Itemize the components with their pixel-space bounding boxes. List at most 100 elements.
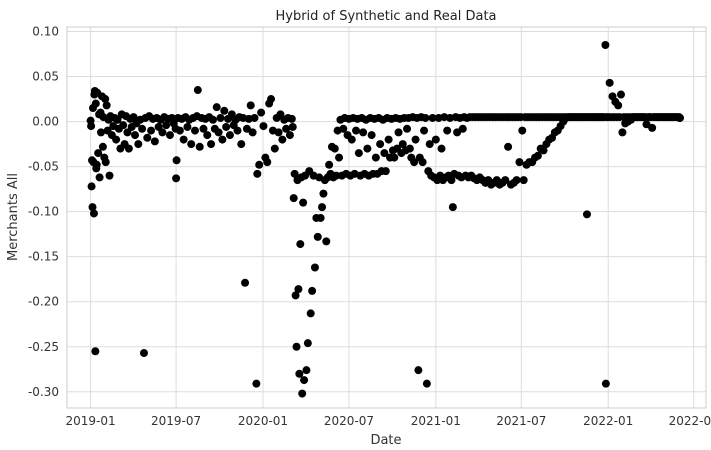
y-tick-label: -0.05 (28, 160, 59, 174)
data-point (250, 113, 259, 122)
data-point (601, 379, 610, 388)
plot-area-frame (66, 26, 707, 409)
data-point (87, 122, 96, 131)
x-tick-label: 2022-07 (669, 414, 711, 428)
data-point (363, 144, 372, 153)
data-point (91, 99, 100, 108)
data-point (139, 349, 148, 358)
data-point (291, 291, 300, 300)
data-point (394, 128, 403, 137)
x-tick-label: 2021-01 (411, 414, 461, 428)
data-point (195, 142, 204, 151)
data-point (143, 133, 152, 142)
x-axis-tick-labels: 2019-01 2019-07 2020-01 2020-07 2021-01 2021-… (66, 414, 711, 428)
data-point (252, 379, 261, 388)
data-point (390, 153, 399, 162)
data-point (199, 124, 208, 133)
data-point (298, 389, 307, 398)
data-point (306, 309, 315, 318)
data-point (218, 135, 227, 144)
data-point (225, 131, 234, 140)
data-point (403, 124, 412, 133)
data-point (214, 128, 223, 137)
data-point (332, 171, 341, 180)
data-point (410, 158, 419, 167)
data-point (97, 128, 105, 137)
data-point (367, 131, 376, 140)
data-point (123, 128, 132, 137)
y-tick-label: -0.25 (28, 340, 59, 354)
data-point (308, 286, 317, 295)
data-point (458, 124, 467, 133)
data-point (285, 131, 294, 140)
data-point (299, 198, 308, 207)
data-point (319, 189, 328, 198)
data-point (302, 366, 311, 375)
data-point (437, 144, 446, 153)
data-point (150, 137, 159, 146)
data-point (172, 174, 181, 183)
data-point (405, 144, 414, 153)
data-point (190, 126, 199, 135)
data-point (274, 128, 283, 137)
data-point (220, 106, 229, 115)
data-point (172, 156, 181, 165)
data-point (447, 176, 456, 185)
data-point (158, 128, 167, 137)
y-tick-label: 0.05 (32, 70, 59, 84)
data-point (241, 278, 250, 287)
y-tick-label: 0.10 (32, 25, 59, 39)
data-point (95, 173, 104, 182)
data-point (207, 140, 216, 149)
data-point (418, 158, 427, 167)
data-point (310, 263, 319, 272)
data-point (134, 140, 143, 149)
data-point (101, 158, 110, 167)
data-point (431, 135, 440, 144)
x-tick-label: 2020-07 (324, 414, 374, 428)
data-point (257, 108, 266, 117)
data-point (504, 142, 513, 151)
data-point (335, 153, 344, 162)
data-point (398, 140, 407, 149)
data-point (255, 160, 264, 169)
data-point (253, 169, 262, 178)
x-tick-label: 2021-07 (496, 414, 546, 428)
data-point (131, 131, 140, 140)
data-point (89, 209, 98, 218)
data-point (295, 369, 304, 378)
data-point (322, 237, 331, 246)
data-point (289, 194, 298, 203)
data-point (129, 113, 138, 122)
y-tick-label: -0.10 (28, 205, 59, 219)
data-point (187, 140, 196, 149)
data-point (318, 203, 327, 212)
data-point (203, 131, 212, 140)
data-point (183, 122, 192, 131)
data-point (448, 203, 457, 212)
data-points (86, 41, 685, 398)
data-point (278, 135, 287, 144)
data-point (294, 285, 303, 294)
data-point (414, 366, 423, 375)
data-point (421, 113, 430, 122)
data-point (101, 95, 110, 104)
data-point (91, 347, 100, 356)
data-point (533, 151, 542, 160)
data-point (616, 90, 625, 99)
x-axis-label: Date (370, 433, 401, 448)
data-point (112, 135, 121, 144)
data-point (425, 140, 434, 149)
data-point (325, 160, 334, 169)
data-point (380, 149, 389, 158)
data-point (354, 149, 363, 158)
data-point (384, 135, 393, 144)
data-point (300, 376, 309, 385)
data-point (233, 126, 242, 135)
data-point (313, 232, 322, 241)
data-point (411, 135, 420, 144)
data-point (330, 144, 339, 153)
data-point (179, 135, 188, 144)
x-tick-label: 2019-01 (66, 414, 116, 428)
data-point (519, 176, 528, 185)
